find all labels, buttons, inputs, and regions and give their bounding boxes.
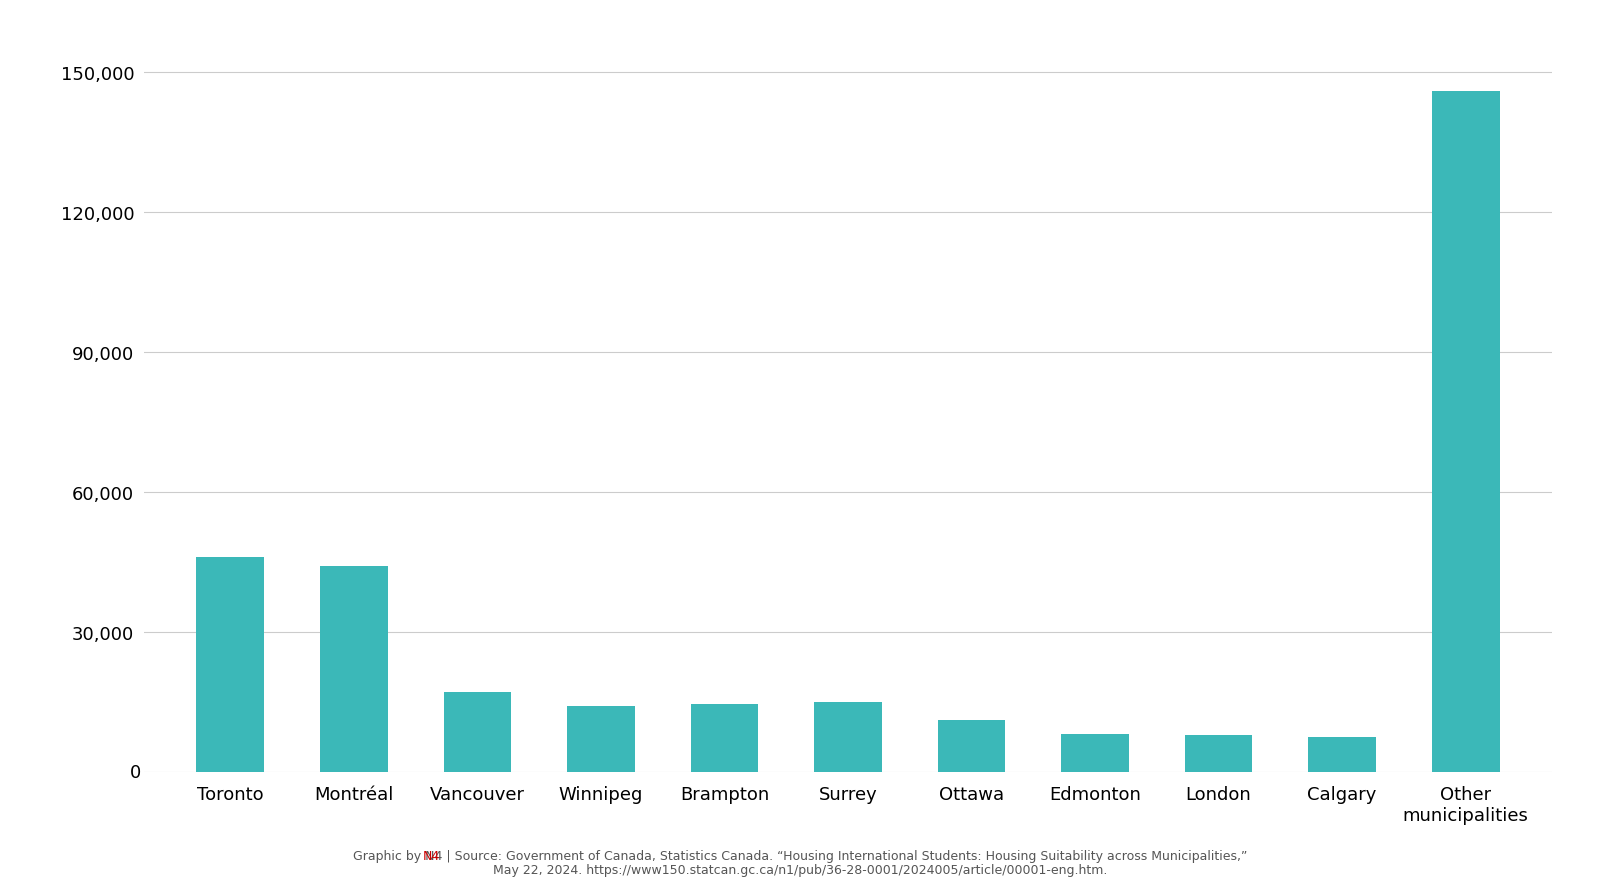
Text: Graphic by N4 | Source: Government of Canada, Statistics Canada. “Housing Intern: Graphic by N4 | Source: Government of Ca… (354, 849, 1246, 862)
Bar (1061, 735, 1130, 772)
Bar (938, 721, 1005, 772)
Bar (814, 702, 882, 772)
Bar (1432, 91, 1499, 772)
Bar (1309, 737, 1376, 772)
Bar (443, 693, 512, 772)
Bar (566, 707, 635, 772)
Text: May 22, 2024. https://www150.statcan.gc.ca/n1/pub/36-28-0001/2024005/article/000: May 22, 2024. https://www150.statcan.gc.… (493, 863, 1107, 876)
Bar (320, 567, 387, 772)
Text: 0: 0 (130, 763, 141, 781)
Bar (1184, 736, 1253, 772)
Bar (691, 704, 758, 772)
Bar (197, 558, 264, 772)
Text: N4: N4 (422, 849, 440, 862)
